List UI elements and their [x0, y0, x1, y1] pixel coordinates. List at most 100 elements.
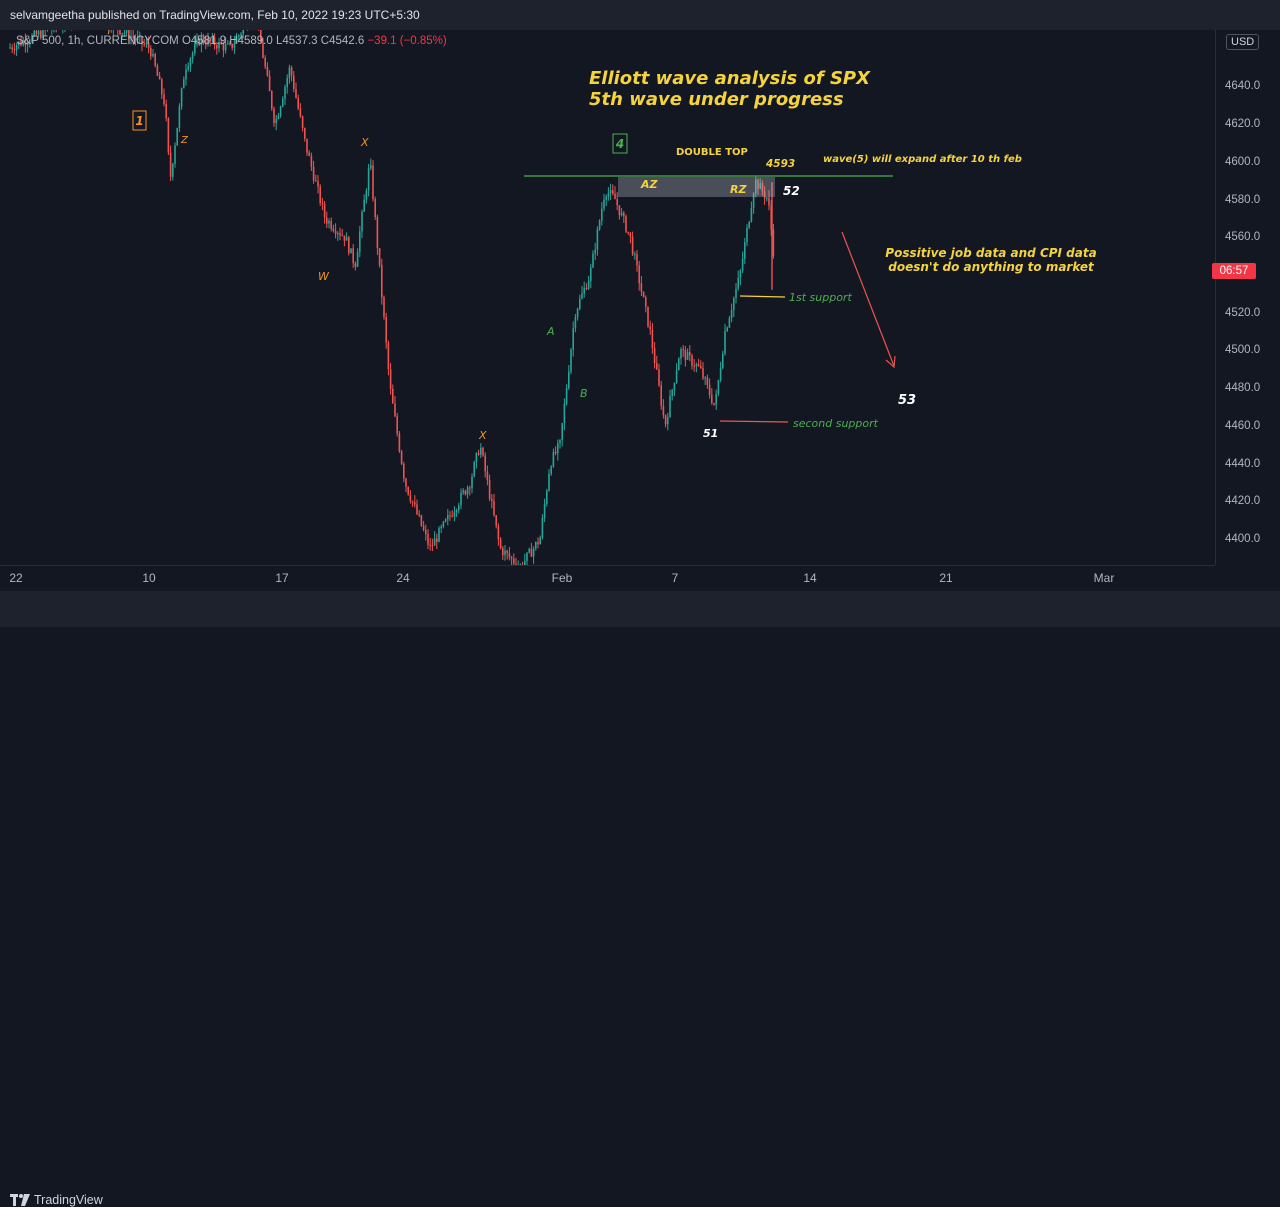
candle-body — [579, 299, 581, 309]
candle-body — [176, 128, 178, 146]
candle-body — [735, 289, 737, 298]
candle-body — [539, 538, 541, 545]
candle-body — [636, 254, 638, 265]
candle-body — [546, 491, 548, 504]
candle-body — [447, 515, 449, 519]
candle-body — [649, 326, 651, 329]
candle-body — [458, 505, 460, 510]
candle-body — [124, 33, 126, 34]
candle-body — [737, 278, 739, 289]
candle-body — [502, 548, 504, 555]
candle-body — [181, 88, 183, 106]
candle-body — [289, 67, 291, 78]
candle-body — [383, 297, 385, 317]
candle-body — [273, 109, 275, 124]
wave-4-label: 4 — [615, 137, 624, 151]
candle-body — [359, 231, 361, 252]
symbol-legend[interactable]: S&P 500, 1h, CURRENCYCOM O4581.9 H4589.0… — [16, 35, 447, 47]
candle-body — [614, 194, 616, 199]
candle-body — [14, 49, 16, 50]
candle-body — [700, 366, 702, 368]
ohlc-open: O4581.9 — [182, 35, 226, 47]
candle-body — [271, 91, 273, 108]
candle-body — [478, 453, 480, 455]
candle-body — [352, 248, 354, 263]
candle-body — [537, 542, 539, 544]
candle-body — [491, 499, 493, 501]
ohlc-close: C4542.6 — [321, 35, 364, 47]
candle-body — [344, 236, 346, 241]
candle-body — [746, 228, 748, 243]
wave-51-label: 51 — [703, 427, 718, 440]
candle-body — [190, 59, 192, 67]
candle-body — [698, 364, 700, 366]
small-label-1: 1 — [324, 304, 330, 314]
candle-body — [161, 79, 163, 94]
candle-body — [682, 349, 684, 350]
candle-body — [528, 549, 530, 553]
double-top-label: DOUBLE TOP — [676, 147, 748, 158]
candle-body — [361, 212, 363, 232]
candle-body — [557, 443, 559, 453]
price-label: 4520.0 — [1225, 307, 1260, 319]
wave-label-a: A — [546, 325, 555, 338]
currency-button[interactable]: USD — [1226, 34, 1259, 50]
candle-body — [768, 198, 770, 206]
tradingview-logo[interactable]: TradingView — [10, 1193, 103, 1207]
candle-body — [460, 493, 462, 505]
candle-body — [412, 501, 414, 502]
candle-body — [304, 128, 306, 139]
chart-plot-area[interactable]: 1 4 Y Z X W X 1 A B Elliott wave analysi… — [0, 30, 1215, 565]
rz-label: RZ — [730, 183, 747, 196]
candle-body — [388, 343, 390, 370]
candle-body — [740, 271, 742, 278]
peak-value-label: 4593 — [765, 158, 795, 170]
candle-body — [242, 30, 244, 34]
candle-body — [429, 545, 431, 546]
candle-body — [575, 317, 577, 328]
candle-body — [619, 205, 621, 215]
candle-body — [566, 388, 568, 404]
candle-body — [623, 213, 625, 216]
candle-body — [377, 217, 379, 248]
price-change: −39.1 (−0.85%) — [367, 35, 446, 47]
candle-body — [663, 406, 665, 415]
candle-body — [280, 107, 282, 116]
time-axis[interactable] — [0, 565, 1215, 592]
price-label: 4580.0 — [1225, 194, 1260, 206]
tradingview-brand: TradingView — [34, 1193, 103, 1207]
candle-body — [432, 545, 434, 546]
candle-body — [773, 230, 775, 256]
candle-body — [612, 190, 614, 194]
time-label: 10 — [142, 571, 155, 585]
candle-body — [339, 233, 341, 235]
candle-body — [722, 353, 724, 368]
candle-body — [509, 553, 511, 557]
candle-body — [500, 539, 502, 548]
candle-body — [570, 349, 572, 371]
candle-body — [438, 528, 440, 542]
candle-body — [157, 66, 159, 76]
candle-body — [403, 464, 405, 479]
candle-body — [454, 512, 456, 516]
candle-body — [421, 515, 423, 526]
candle-body — [434, 539, 436, 546]
candle-body — [150, 48, 152, 56]
top-bar: selvamgeetha published on TradingView.co… — [0, 0, 1280, 30]
first-support-label: 1st support — [789, 291, 852, 304]
candle-body — [597, 229, 599, 250]
candle-body — [643, 292, 645, 298]
candle-body — [405, 479, 407, 487]
chart-svg: 1 4 Y Z X W X 1 A B Elliott wave analysi… — [0, 30, 1215, 565]
candle-body — [174, 145, 176, 163]
candle-body — [300, 108, 302, 116]
candle-body — [465, 491, 467, 495]
candle-body — [467, 487, 469, 494]
candle-body — [170, 152, 172, 176]
candle-body — [418, 514, 420, 515]
candle-body — [751, 208, 753, 222]
ohlc-high: H4589.0 — [229, 35, 272, 47]
price-axis[interactable] — [1215, 30, 1280, 565]
candle-body — [487, 472, 489, 481]
candle-body — [572, 328, 574, 349]
